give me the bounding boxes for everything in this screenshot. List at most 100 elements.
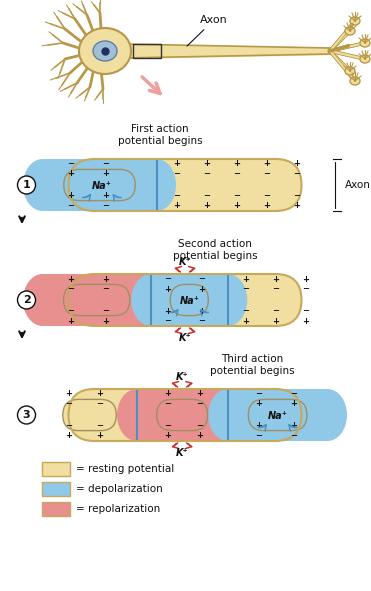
Text: −: − (96, 400, 103, 408)
Text: −: − (263, 191, 270, 200)
Bar (43, 159, 157, 211)
FancyBboxPatch shape (69, 159, 302, 211)
FancyBboxPatch shape (64, 170, 135, 200)
Text: −: − (102, 284, 109, 294)
Circle shape (17, 291, 36, 309)
Text: +: + (263, 160, 270, 168)
Text: +: + (96, 389, 103, 398)
Text: +: + (96, 431, 103, 440)
Text: +: + (233, 160, 240, 168)
Ellipse shape (360, 55, 370, 63)
Text: +: + (272, 274, 279, 284)
Ellipse shape (208, 389, 247, 441)
Text: +: + (293, 160, 300, 168)
Text: −: − (68, 307, 75, 316)
Text: −: − (102, 160, 109, 168)
Ellipse shape (360, 39, 370, 47)
Text: −: − (164, 400, 171, 408)
Ellipse shape (345, 67, 355, 75)
FancyBboxPatch shape (63, 400, 116, 431)
Ellipse shape (345, 27, 355, 35)
FancyBboxPatch shape (248, 400, 307, 431)
Text: −: − (272, 307, 279, 316)
Text: −: − (203, 191, 210, 200)
Circle shape (17, 176, 36, 194)
FancyBboxPatch shape (170, 284, 208, 316)
Text: +: + (173, 160, 180, 168)
Ellipse shape (131, 274, 170, 326)
Text: +: + (256, 400, 263, 408)
Bar (228, 389, 328, 441)
Text: +: + (68, 170, 75, 178)
Text: +: + (102, 317, 109, 326)
Text: +: + (233, 202, 240, 210)
Circle shape (17, 406, 36, 424)
Text: −: − (233, 191, 240, 200)
Ellipse shape (350, 17, 360, 25)
Text: −: − (102, 307, 109, 316)
Text: +: + (242, 317, 249, 326)
Text: +: + (164, 307, 171, 316)
Text: +: + (68, 317, 75, 326)
Text: −: − (290, 389, 297, 398)
Text: +: + (198, 307, 206, 316)
Bar (42, 462, 70, 476)
Text: −: − (96, 421, 103, 430)
Ellipse shape (131, 274, 170, 326)
Text: −: − (164, 421, 171, 430)
Ellipse shape (117, 389, 156, 441)
Text: +: + (302, 274, 309, 284)
Text: K⁺: K⁺ (179, 333, 191, 343)
Text: +: + (203, 202, 210, 210)
Text: −: − (293, 191, 300, 200)
Ellipse shape (137, 159, 176, 211)
Text: −: − (102, 202, 109, 210)
Ellipse shape (350, 77, 360, 85)
Text: = repolarization: = repolarization (76, 504, 160, 514)
Ellipse shape (23, 159, 62, 211)
Bar (151, 274, 228, 326)
Text: −: − (256, 431, 263, 440)
Text: K⁺: K⁺ (179, 257, 191, 267)
Text: −: − (302, 307, 309, 316)
Text: +: + (164, 284, 171, 294)
Text: +: + (302, 317, 309, 326)
FancyBboxPatch shape (157, 400, 208, 431)
Text: +: + (65, 389, 72, 398)
Text: −: − (198, 317, 206, 326)
Text: +: + (173, 202, 180, 210)
Bar (137, 389, 228, 441)
Text: +: + (263, 202, 270, 210)
Text: −: − (196, 421, 203, 430)
Text: +: + (196, 431, 203, 440)
Text: −: − (242, 284, 249, 294)
Text: Na⁺: Na⁺ (179, 296, 199, 306)
Text: −: − (272, 284, 279, 294)
Ellipse shape (208, 274, 247, 326)
Text: +: + (196, 389, 203, 398)
Bar (42, 502, 70, 516)
Text: −: − (65, 400, 72, 408)
Text: K⁺: K⁺ (176, 372, 188, 382)
Bar (133, 44, 161, 58)
Text: = depolarization: = depolarization (76, 484, 163, 494)
Text: Second action
potential begins: Second action potential begins (173, 239, 257, 261)
Ellipse shape (23, 274, 62, 326)
Text: K⁺: K⁺ (176, 448, 188, 458)
Text: +: + (164, 431, 171, 440)
Text: = resting potential: = resting potential (76, 464, 174, 474)
FancyBboxPatch shape (69, 389, 302, 441)
Text: +: + (65, 431, 72, 440)
Text: +: + (290, 421, 297, 430)
Text: −: − (203, 170, 210, 178)
Text: +: + (203, 160, 210, 168)
Text: +: + (102, 274, 109, 284)
Text: −: − (198, 274, 206, 284)
Text: 3: 3 (23, 410, 30, 420)
Text: +: + (242, 274, 249, 284)
Ellipse shape (93, 41, 117, 61)
Text: +: + (68, 274, 75, 284)
Text: First action
potential begins: First action potential begins (118, 124, 202, 146)
Text: +: + (293, 202, 300, 210)
Text: −: − (293, 170, 300, 178)
